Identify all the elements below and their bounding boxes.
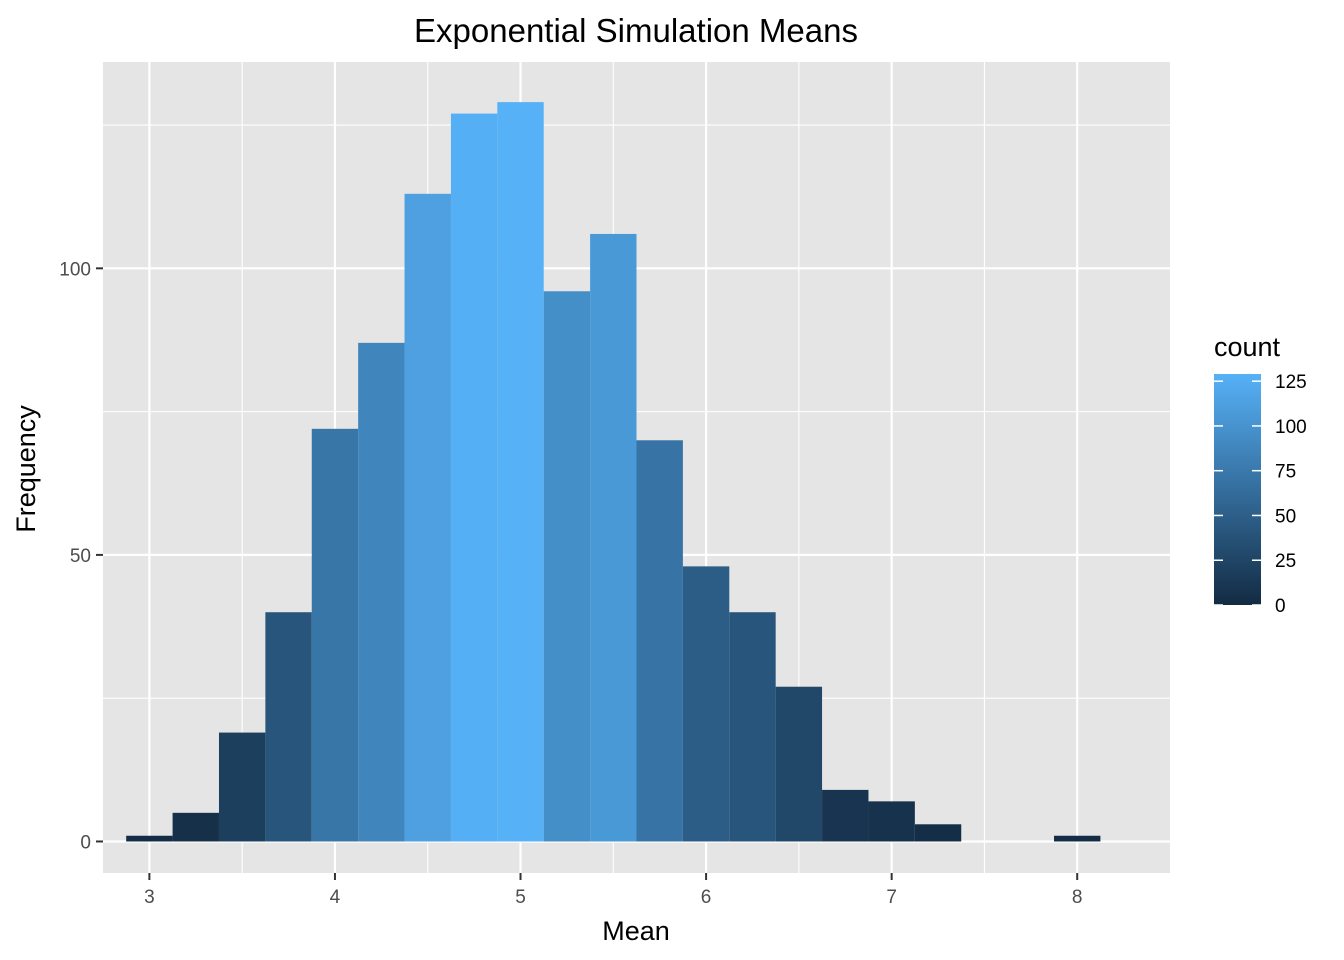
histogram-bar <box>405 194 451 842</box>
histogram-bar <box>590 234 636 842</box>
histogram-bar <box>312 429 358 842</box>
histogram-bar <box>126 836 172 842</box>
legend-tick-label: 0 <box>1275 596 1286 617</box>
histogram-bar <box>915 824 961 841</box>
histogram-bar <box>683 566 729 841</box>
legend-colorbar <box>1214 374 1261 605</box>
histogram-bar <box>173 813 219 842</box>
histogram-bar <box>265 612 311 841</box>
legend-tick-label: 25 <box>1275 551 1296 572</box>
histogram-bar <box>451 114 497 842</box>
y-tick-label: 0 <box>80 832 91 853</box>
legend: count 0 25 50 75 100 125 <box>1214 332 1307 617</box>
x-tick-label: 7 <box>886 887 897 908</box>
histogram-bar <box>822 790 868 842</box>
histogram-bar <box>868 801 914 841</box>
x-axis-title: Mean <box>602 916 670 946</box>
x-tick-label: 5 <box>515 887 526 908</box>
histogram-bar <box>637 440 683 841</box>
y-axis: 0 50 100 <box>59 259 103 853</box>
histogram-bar <box>219 733 265 842</box>
histogram-bar <box>544 291 590 841</box>
x-tick-label: 3 <box>144 887 155 908</box>
y-tick-label: 50 <box>70 546 91 567</box>
legend-tick-label: 50 <box>1275 506 1296 527</box>
histogram-bar <box>497 102 543 841</box>
legend-tick-label: 100 <box>1275 417 1307 438</box>
x-tick-label: 8 <box>1072 887 1083 908</box>
y-tick-label: 100 <box>59 259 91 280</box>
x-tick-label: 6 <box>701 887 712 908</box>
x-axis: 3 4 5 6 7 8 <box>144 873 1082 908</box>
histogram-bar <box>1054 836 1100 842</box>
x-tick-label: 4 <box>330 887 341 908</box>
chart-title: Exponential Simulation Means <box>414 12 858 49</box>
histogram-bar <box>358 343 404 842</box>
legend-tick-label: 75 <box>1275 462 1296 483</box>
histogram-bar <box>776 687 822 842</box>
y-axis-title: Frequency <box>11 405 41 533</box>
legend-title: count <box>1214 332 1281 362</box>
legend-tick-label: 125 <box>1275 372 1307 393</box>
histogram-bar <box>729 612 775 841</box>
